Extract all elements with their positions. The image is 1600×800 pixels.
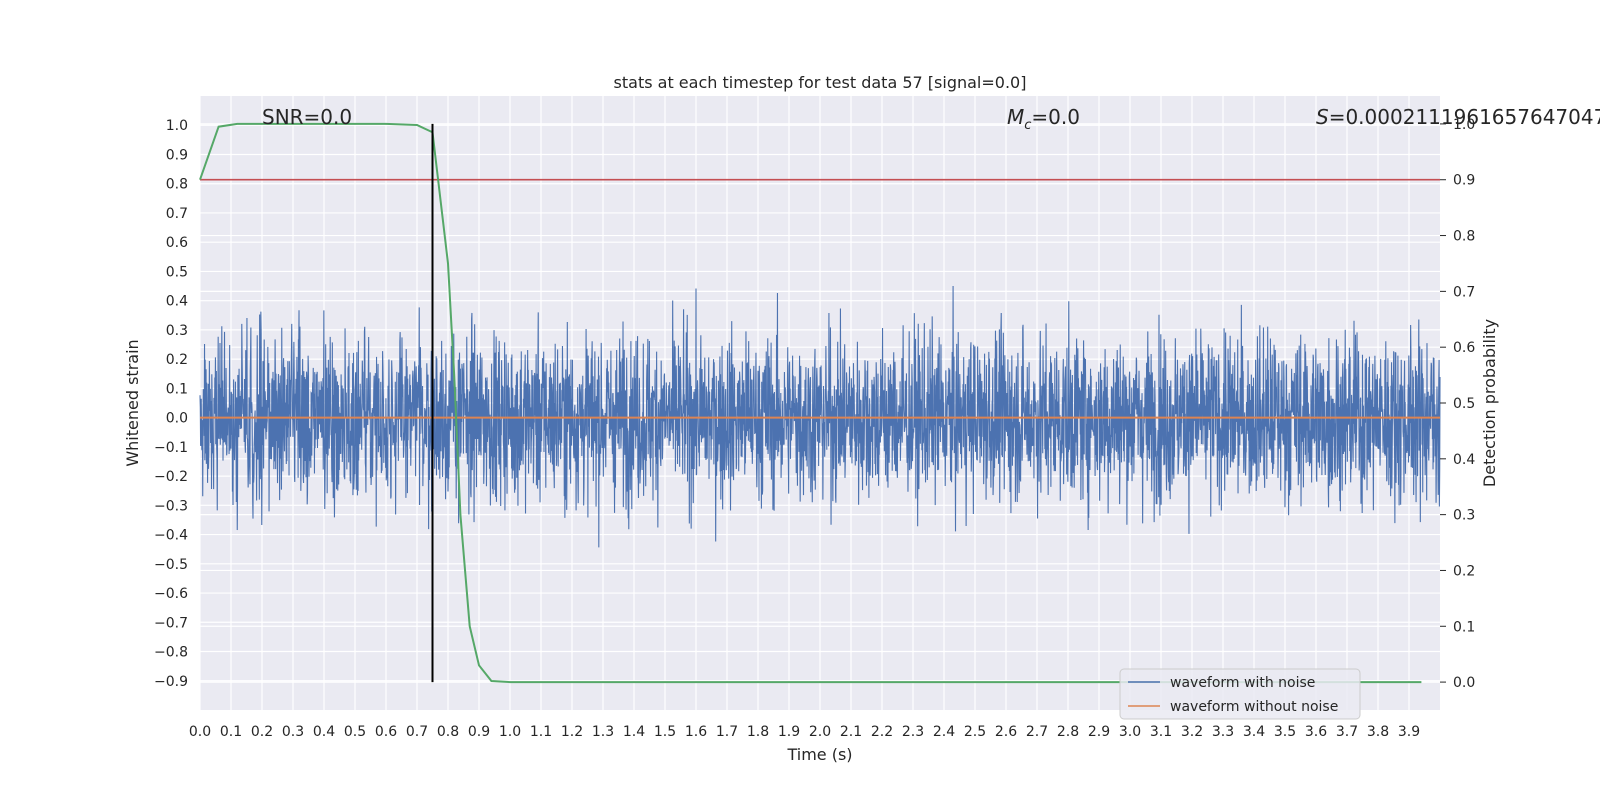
x-tick-label: 2.6: [995, 724, 1017, 740]
y2-tick-label: 0.2: [1453, 563, 1475, 579]
s-annotation: S=0.00021119616576470474: [1316, 105, 1600, 129]
mc-annotation: Mc=0.0: [1007, 105, 1080, 133]
y-tick-label: 0.3: [166, 323, 188, 339]
x-tick-label: 1.9: [778, 724, 800, 740]
y2-tick-label: 0.7: [1453, 284, 1475, 300]
x-tick-label: 1.3: [592, 724, 614, 740]
legend-label-clean: waveform without noise: [1170, 699, 1338, 715]
x-tick-label: 0.5: [344, 724, 366, 740]
x-tick-label: 3.0: [1119, 724, 1141, 740]
overlays: [199, 122, 1440, 684]
y-axis-label: Whitened strain: [123, 339, 142, 466]
y-tick-label: 0.1: [166, 381, 188, 397]
x-tick-label: 2.1: [840, 724, 862, 740]
x-tick-label: 2.2: [871, 724, 893, 740]
y2-tick-label: 0.8: [1453, 229, 1475, 245]
y-tick-label: −0.5: [154, 557, 188, 573]
y-tick-label: −0.4: [154, 528, 188, 544]
x-tick-label: 2.7: [1026, 724, 1048, 740]
x-tick-label: 0.9: [468, 724, 490, 740]
x-tick-label: 0.7: [406, 724, 428, 740]
y2-tick-label: 0.1: [1453, 619, 1475, 635]
x-tick-label: 1.8: [747, 724, 769, 740]
x-tick-label: 1.7: [716, 724, 738, 740]
x-tick-label: 3.2: [1181, 724, 1203, 740]
mc-subscript: c: [1024, 118, 1031, 133]
y-tick-label: −0.3: [154, 498, 188, 514]
y2-tick-label: 0.6: [1453, 340, 1475, 356]
x-tick-label: 2.5: [964, 724, 986, 740]
snr-annotation: SNR=0.0: [262, 105, 352, 129]
x-tick-label: 2.9: [1088, 724, 1110, 740]
x-tick-label: 1.5: [654, 724, 676, 740]
legend-label-noisy: waveform with noise: [1170, 675, 1315, 691]
mc-value: =0.0: [1031, 105, 1080, 129]
y2-tick-label: 1.0: [1453, 117, 1475, 133]
x-tick-label: 3.3: [1212, 724, 1234, 740]
y-tick-label: 0.5: [166, 264, 188, 280]
chart-title: stats at each timestep for test data 57 …: [614, 73, 1027, 92]
y-tick-label: 1.0: [166, 118, 188, 134]
waveform-with-noise-series: [199, 285, 1441, 548]
legend: waveform with noise waveform without noi…: [1119, 668, 1361, 720]
x-tick-label: 3.7: [1336, 724, 1358, 740]
y2-tick-label: 0.3: [1453, 508, 1475, 524]
x-tick-label: 0.1: [220, 724, 242, 740]
mc-symbol: M: [1007, 105, 1024, 129]
y-tick-label: 0.8: [166, 177, 188, 193]
y-tick-label: −0.2: [154, 469, 188, 485]
y2-tick-label: 0.9: [1453, 173, 1475, 189]
y-tick-labels: 1.0 0.9 0.8 0.7 0.6 0.5 0.4 0.3 0.2 0.1 0.0 −0.1 −0.…: [154, 118, 188, 690]
x-tick-label: 0.8: [437, 724, 459, 740]
x-tick-label: 0.0: [189, 724, 211, 740]
x-tick-label: 0.4: [313, 724, 335, 740]
y-tick-label: −0.9: [154, 674, 188, 690]
x-tick-label: 2.8: [1057, 724, 1079, 740]
y-tick-label: 0.9: [166, 147, 188, 163]
x-tick-label: 3.8: [1367, 724, 1389, 740]
x-tick-label: 1.2: [561, 724, 583, 740]
x-tick-label: 1.4: [623, 724, 645, 740]
y2-axis-label: Detection probability: [1480, 319, 1499, 487]
y-tick-label: −0.7: [154, 615, 188, 631]
x-tick-label: 0.2: [251, 724, 273, 740]
y-tick-label: −0.1: [154, 440, 188, 456]
x-tick-label: 3.1: [1150, 724, 1172, 740]
y-tick-label: −0.6: [154, 586, 188, 602]
x-tick-label: 2.3: [902, 724, 924, 740]
x-tick-label: 0.6: [375, 724, 397, 740]
y-tick-label: 0.6: [166, 235, 188, 251]
x-tick-labels: 0.0 0.1 0.2 0.3 0.4 0.5 0.6 0.7 0.8 0.9 1.0 1.1 1.2 1…: [189, 724, 1420, 740]
y-tick-label: 0.0: [166, 411, 188, 427]
detection-probability-line: [199, 122, 1422, 684]
x-tick-label: 1.1: [530, 724, 552, 740]
y2-tick-label: 0.0: [1453, 675, 1475, 691]
y2-tick-label: 0.5: [1453, 396, 1475, 412]
s-symbol: S: [1316, 105, 1329, 129]
x-tick-label: 3.9: [1398, 724, 1420, 740]
x-tick-label: 0.3: [282, 724, 304, 740]
x-tick-label: 2.0: [809, 724, 831, 740]
x-tick-label: 3.4: [1243, 724, 1265, 740]
s-value: =0.00021119616576470474: [1329, 105, 1600, 129]
y2-tick-labels: 1.0 0.9 0.8 0.7 0.6 0.5 0.4 0.3 0.2 0.1 0.0: [1440, 117, 1475, 691]
x-tick-label: 1.6: [685, 724, 707, 740]
x-axis-label: Time (s): [786, 745, 852, 764]
x-tick-label: 1.0: [499, 724, 521, 740]
y-tick-label: 0.2: [166, 352, 188, 368]
x-tick-label: 3.6: [1305, 724, 1327, 740]
x-tick-label: 3.5: [1274, 724, 1296, 740]
legend-box: [1119, 668, 1361, 720]
y2-tick-label: 0.4: [1453, 452, 1475, 468]
y-tick-label: 0.7: [166, 206, 188, 222]
waveform-with-noise-line: [199, 285, 1441, 548]
y-tick-label: 0.4: [166, 294, 188, 310]
y-tick-label: −0.8: [154, 645, 188, 661]
x-tick-label: 2.4: [933, 724, 955, 740]
